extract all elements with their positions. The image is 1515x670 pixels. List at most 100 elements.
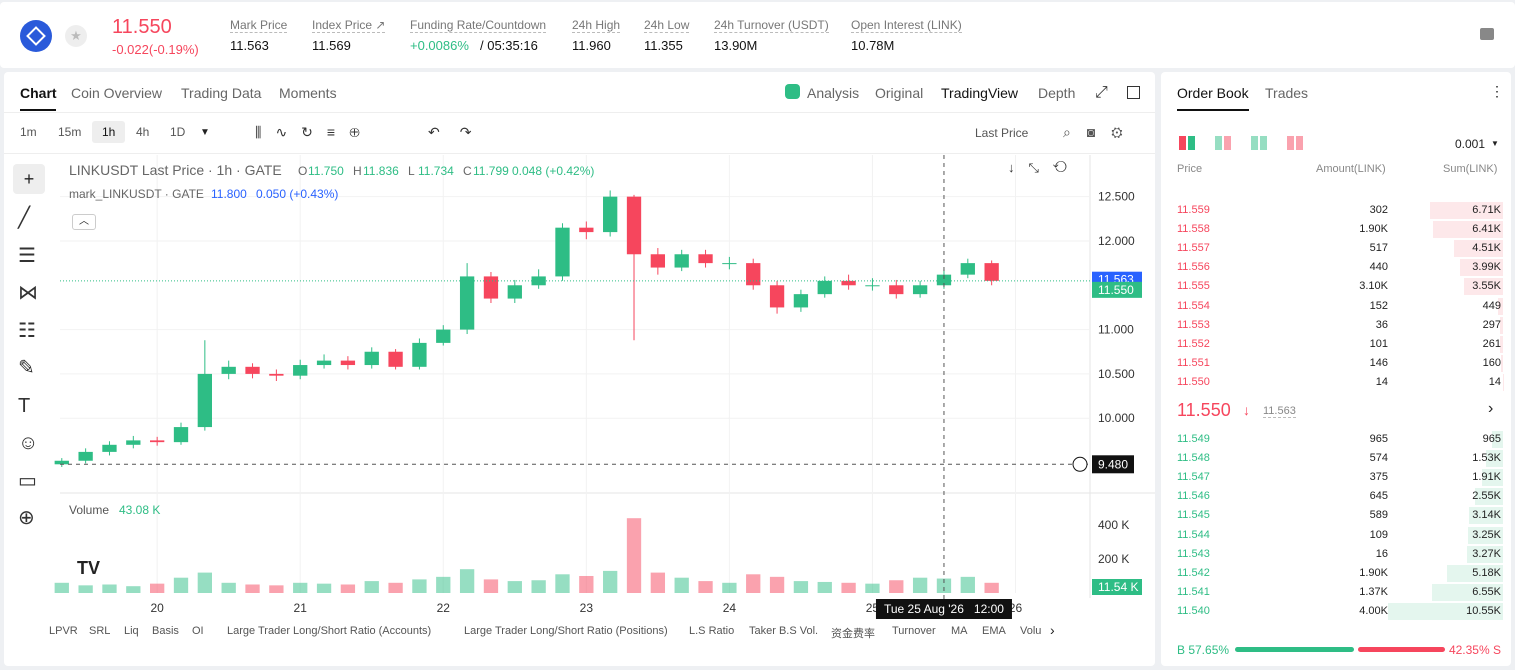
ob-menu[interactable]: ⋮: [1490, 83, 1504, 99]
precision-arrow[interactable]: ▼: [1491, 139, 1499, 148]
price-type[interactable]: Last Price: [975, 126, 1029, 140]
precision[interactable]: 0.001: [1455, 137, 1486, 151]
crosshair-y-tag: [1092, 455, 1134, 474]
indicator[interactable]: MA: [951, 625, 968, 637]
indicator[interactable]: EMA: [982, 625, 1006, 637]
stat-label: Mark Price: [230, 18, 288, 33]
y-tick-label: 10.000: [1098, 411, 1135, 425]
favorite[interactable]: ★: [65, 25, 87, 47]
indicator[interactable]: Taker B.S Vol.: [749, 625, 819, 637]
ob-price: 11.552: [1177, 337, 1210, 350]
ob-sum: 6.55K: [1472, 585, 1501, 598]
view-tab[interactable]: Depth: [1038, 85, 1076, 101]
ob-price: 11.556: [1177, 261, 1210, 274]
chart-tools[interactable]: ⌕◙⚙: [1063, 124, 1139, 140]
layout-icon[interactable]: [1251, 136, 1267, 150]
vol-tick-label: 200 K: [1098, 552, 1129, 566]
indicator[interactable]: Basis: [152, 625, 179, 637]
undo-redo[interactable]: ↶↷: [428, 124, 492, 140]
ob-price: 11.558: [1177, 223, 1210, 236]
depth-bar: [1453, 240, 1503, 258]
x-tick-label: 20: [150, 601, 164, 615]
crosshair-tool[interactable]: +: [13, 164, 45, 194]
indicator[interactable]: LPVR: [49, 625, 78, 637]
ob-sum: 297: [1482, 318, 1501, 331]
ob-tab[interactable]: Trades: [1265, 85, 1309, 101]
coin-icon: [20, 20, 52, 52]
layout-icon[interactable]: [1215, 136, 1231, 150]
indicator[interactable]: SRL: [89, 625, 111, 637]
candle-body: [984, 263, 999, 281]
tv-logo: TV: [77, 558, 101, 578]
layout-icon[interactable]: [1179, 136, 1195, 150]
toolbar-icons[interactable]: ⫼∿↻≡⊕: [255, 124, 374, 140]
interval[interactable]: 1h: [92, 121, 126, 143]
view-tab[interactable]: Original: [875, 85, 924, 101]
volume-bar: [865, 583, 880, 593]
ob-amount: 146: [1369, 356, 1388, 369]
dropdown[interactable]: ▼: [200, 127, 210, 138]
ohlc-value: 11.799: [473, 164, 509, 178]
volume-bar: [197, 572, 212, 593]
mid-more[interactable]: ›: [1488, 400, 1494, 417]
volume-bar: [483, 579, 499, 593]
interval[interactable]: 4h: [136, 125, 150, 139]
depth-bar: [1475, 488, 1503, 506]
interval[interactable]: 1D: [170, 125, 186, 139]
tab[interactable]: Chart: [20, 85, 57, 101]
indicator[interactable]: Large Trader Long/Short Ratio (Positions…: [464, 625, 668, 637]
volume-bar: [316, 583, 332, 593]
volume-bar: [269, 585, 284, 593]
stat-label: 24h Low: [644, 18, 690, 33]
indicator[interactable]: Turnover: [892, 625, 936, 637]
draw-tools[interactable]: ╱ ☰ ⋈ ☷ ✎ T ☺ ▭ ⊕: [18, 207, 39, 529]
layout-icon[interactable]: [1287, 136, 1303, 150]
crosshair-plus: [1072, 456, 1088, 472]
buy-label: B 57.65%: [1177, 643, 1230, 657]
view-tab[interactable]: TradingView: [941, 85, 1019, 101]
indicator[interactable]: 资金费率: [831, 628, 875, 640]
ob-amount: 574: [1369, 452, 1388, 465]
ob-price: 11.549: [1177, 433, 1210, 445]
interval[interactable]: 15m: [58, 125, 82, 139]
indicator[interactable]: OI: [192, 625, 204, 637]
notes-icon[interactable]: [1480, 28, 1494, 40]
view-tab[interactable]: Analysis: [807, 85, 860, 101]
ob-sum: 1.91K: [1472, 471, 1501, 484]
indicator[interactable]: Liq: [124, 625, 139, 637]
ob-sum: 3.14K: [1472, 509, 1501, 522]
tab[interactable]: Moments: [279, 85, 337, 101]
more[interactable]: ›: [1050, 622, 1055, 638]
volume-bar: [960, 576, 975, 593]
interval[interactable]: 1m: [20, 125, 37, 139]
tab[interactable]: Coin Overview: [71, 85, 163, 101]
collapse[interactable]: ︿: [72, 214, 96, 230]
ob-price: 11.545: [1177, 509, 1210, 522]
window-icon[interactable]: [1127, 86, 1140, 99]
candle-body: [459, 276, 475, 330]
indicator[interactable]: L.S Ratio: [689, 625, 735, 637]
depth-bar: [1468, 507, 1503, 525]
stat-label: 24h Turnover (USDT): [714, 18, 829, 33]
ohlc-value: 11.750: [308, 164, 344, 178]
ob-sum: 4.51K: [1472, 242, 1501, 255]
volume-bar: [626, 518, 642, 593]
expand-icon[interactable]: ⤢: [1095, 84, 1108, 101]
stat-label: Funding Rate/Countdown: [410, 18, 547, 33]
tab[interactable]: Trading Data: [181, 85, 262, 101]
ob-sum: 1.53K: [1472, 452, 1501, 465]
stat-value: 11.569: [312, 38, 351, 53]
indicator[interactable]: Volu: [1020, 625, 1042, 637]
chart-corner-tools[interactable]: ↓⤡⟲: [1008, 160, 1081, 175]
depth-bar: [1467, 526, 1503, 544]
candle-body: [54, 460, 69, 465]
candle-body: [483, 276, 499, 299]
ob-tab[interactable]: Order Book: [1177, 85, 1249, 101]
ob-amount: 440: [1369, 261, 1388, 274]
tab-underline: [20, 109, 56, 111]
volume-bar: [793, 581, 809, 593]
candle-body: [555, 227, 570, 277]
candle-body: [960, 263, 975, 275]
depth-bar: [1486, 450, 1503, 468]
indicator[interactable]: Large Trader Long/Short Ratio (Accounts): [227, 625, 432, 637]
